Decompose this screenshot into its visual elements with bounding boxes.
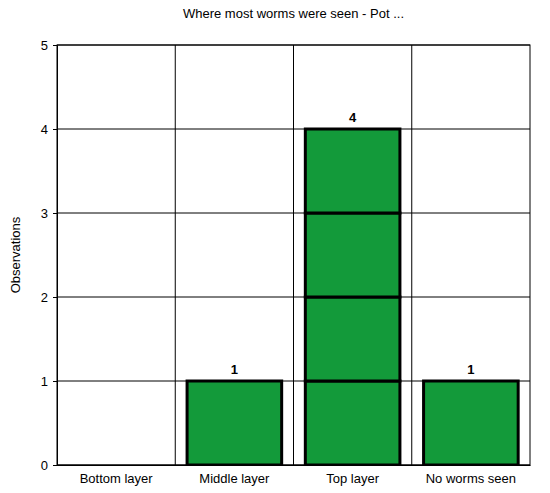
data-label: 1: [467, 362, 474, 377]
y-tick-label: 4: [41, 122, 48, 137]
x-tick-label: Middle layer: [199, 471, 270, 486]
y-tick-label: 3: [41, 206, 48, 221]
y-tick: 0: [41, 458, 57, 473]
x-tick: Top layer: [326, 465, 379, 486]
x-tick-label: Bottom layer: [80, 471, 154, 486]
y-tick-mark: [53, 45, 57, 46]
y-tick-mark: [53, 381, 57, 382]
category-divider: [411, 45, 412, 465]
y-tick-mark: [53, 213, 57, 214]
y-tick: 3: [41, 206, 57, 221]
grid: [57, 45, 530, 465]
bar-block: [424, 381, 519, 465]
bar-block: [305, 129, 400, 213]
bar-block: [305, 297, 400, 381]
x-tick: No worms seen: [426, 465, 516, 486]
data-label: 1: [231, 362, 238, 377]
y-tick: 1: [41, 374, 57, 389]
x-tick-label: No worms seen: [426, 471, 516, 486]
y-tick-label: 0: [41, 458, 48, 473]
x-tick-label: Top layer: [326, 471, 379, 486]
category-divider: [175, 45, 176, 465]
data-label: 4: [349, 110, 357, 125]
y-tick-mark: [53, 465, 57, 466]
x-axis-line: [58, 465, 531, 466]
plot: 1 4 1 0 1 2 3 4 5 Bottom layer Middle layer Top lay…: [41, 38, 531, 487]
chart: 1 4 1 0 1 2 3 4 5 Bottom layer Middle layer Top lay…: [0, 0, 550, 493]
y-tick: 2: [41, 290, 57, 305]
category-divider: [293, 45, 294, 465]
y-tick: 4: [41, 122, 57, 137]
x-axis: Bottom layer Middle layer Top layer No worm…: [58, 465, 531, 486]
y-tick-mark: [53, 129, 57, 130]
y-axis: 0 1 2 3 4 5: [41, 38, 58, 473]
title: Where most worms were seen - Pot ...: [183, 6, 404, 21]
plot-frame: [57, 45, 530, 465]
bar-block: [305, 381, 400, 465]
y-axis-title: Observations: [8, 216, 23, 293]
bar-block: [305, 213, 400, 297]
y-tick-mark: [53, 297, 57, 298]
x-tick: Middle layer: [199, 465, 270, 486]
y-tick: 5: [41, 38, 57, 53]
y-tick-label: 5: [41, 38, 48, 53]
y-axis-line: [53, 46, 58, 466]
x-tick: Bottom layer: [80, 465, 154, 486]
y-tick-label: 2: [41, 290, 48, 305]
bars: [187, 129, 518, 465]
bar-block: [187, 381, 282, 465]
bar: [69, 465, 164, 466]
y-tick-label: 1: [41, 374, 48, 389]
